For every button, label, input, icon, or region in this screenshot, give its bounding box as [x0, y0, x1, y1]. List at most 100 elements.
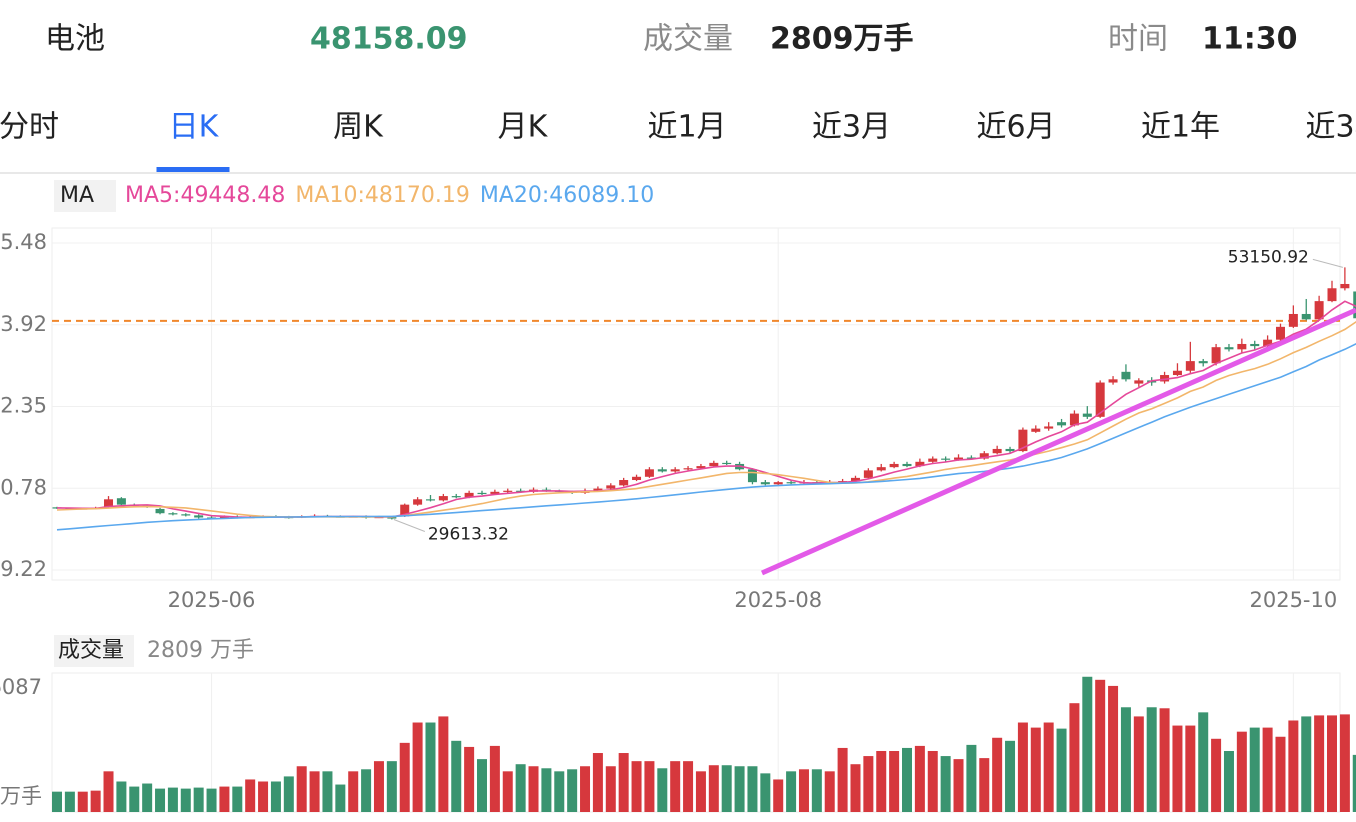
volume-bar: [1043, 722, 1054, 812]
volume-bar: [1172, 725, 1183, 812]
trend-line: [760, 307, 1356, 576]
volume-bar: [657, 768, 668, 812]
volume-bar: [1352, 754, 1356, 812]
candle-body: [1198, 361, 1208, 364]
candle-body: [1250, 343, 1260, 347]
volume-bar: [335, 784, 346, 812]
tab[interactable]: 近1月: [647, 110, 726, 145]
volume-label: 成交量: [643, 22, 733, 57]
volume-bar: [348, 771, 359, 812]
volume-bar: [103, 771, 114, 812]
candle-body: [1044, 426, 1054, 429]
volume-bar: [992, 737, 1003, 812]
tab[interactable]: 月K: [498, 110, 549, 145]
volume-bar: [64, 791, 75, 812]
volume-bar: [219, 786, 230, 812]
candle-body: [400, 504, 410, 517]
candle-body: [181, 514, 191, 516]
candle-body: [425, 499, 435, 501]
candle-body: [1314, 301, 1324, 320]
volume-bar: [270, 781, 281, 812]
tab[interactable]: 分时: [0, 110, 59, 145]
volume-bar: [296, 766, 307, 812]
y-tick-label: 32530.78: [0, 475, 47, 499]
volume-bar: [412, 722, 423, 812]
candle-body: [863, 470, 873, 478]
candle-body: [786, 482, 796, 484]
candle-body: [1172, 370, 1182, 376]
volume-bar: [283, 776, 294, 812]
volume-bar: [438, 716, 449, 812]
candle-body: [876, 467, 886, 471]
tab[interactable]: 近3月: [812, 110, 891, 145]
volume-bar: [1185, 725, 1196, 812]
tab[interactable]: 近6月: [976, 110, 1055, 145]
volume-bar: [889, 750, 900, 812]
tab[interactable]: 周K: [333, 110, 384, 145]
candle-body: [606, 485, 616, 489]
candle-body: [683, 468, 693, 470]
candle-body: [219, 516, 229, 519]
candle-body: [619, 480, 629, 486]
ma-line: [56, 342, 1356, 531]
volume-bar: [399, 742, 410, 812]
volume-bar: [760, 773, 771, 812]
candle-body: [1108, 379, 1118, 383]
candle-body: [1082, 413, 1092, 417]
volume-bar: [1262, 727, 1273, 812]
volume-bar: [142, 783, 153, 812]
candle-body: [747, 469, 757, 483]
volume-bar: [1159, 708, 1170, 812]
volume-bar: [258, 781, 269, 812]
candle-body: [451, 496, 461, 498]
volume-bar: [1120, 707, 1131, 812]
volume-bar: [1005, 740, 1016, 812]
volume-bar: [489, 745, 500, 812]
volume-bar: [1030, 727, 1041, 812]
volume-bar: [876, 750, 887, 812]
volume-bar: [940, 756, 951, 812]
candle-body: [413, 499, 423, 505]
candle-body: [593, 488, 603, 491]
volume-bar: [1301, 716, 1312, 812]
volume-bar: [1223, 750, 1234, 812]
volume-bar: [373, 761, 384, 812]
volume-bar: [1082, 676, 1093, 812]
volume-bar: [979, 758, 990, 812]
candle-body: [168, 513, 178, 515]
volume-bar: [1108, 685, 1119, 812]
candle-body: [954, 457, 964, 460]
volume-bar: [1095, 679, 1106, 812]
candle-body: [915, 461, 925, 467]
volume-bar: [618, 753, 629, 812]
tab[interactable]: 近1年: [1141, 110, 1220, 145]
volume-bar: [631, 761, 642, 812]
candle-body: [1134, 380, 1144, 384]
candle-body: [1057, 422, 1067, 426]
candle-body: [1237, 343, 1247, 350]
volume-bar: [953, 759, 964, 812]
candle-body: [979, 453, 989, 459]
volume-bar: [567, 769, 578, 812]
ma-line: [56, 300, 1356, 519]
volume-bar: [1056, 728, 1067, 812]
volume-bar: [167, 787, 178, 812]
volume-bar: [1133, 716, 1144, 812]
volume-bar: [786, 771, 797, 812]
volume-bar: [322, 771, 333, 812]
tab[interactable]: 近3年: [1305, 110, 1356, 145]
y-tick-label: 24899.22: [0, 557, 47, 581]
tab[interactable]: 日K: [169, 110, 220, 145]
candle-body: [194, 515, 204, 518]
volume-bar: [1198, 712, 1209, 812]
volume-bar: [309, 771, 320, 812]
candle-body: [773, 482, 783, 485]
candle-body: [104, 499, 114, 507]
candle-body: [1095, 382, 1105, 417]
candle-body: [709, 462, 719, 467]
candle-body: [889, 463, 899, 468]
volume-bar: [477, 759, 487, 812]
volume-bar: [193, 787, 204, 812]
volume-bar: [773, 779, 784, 812]
